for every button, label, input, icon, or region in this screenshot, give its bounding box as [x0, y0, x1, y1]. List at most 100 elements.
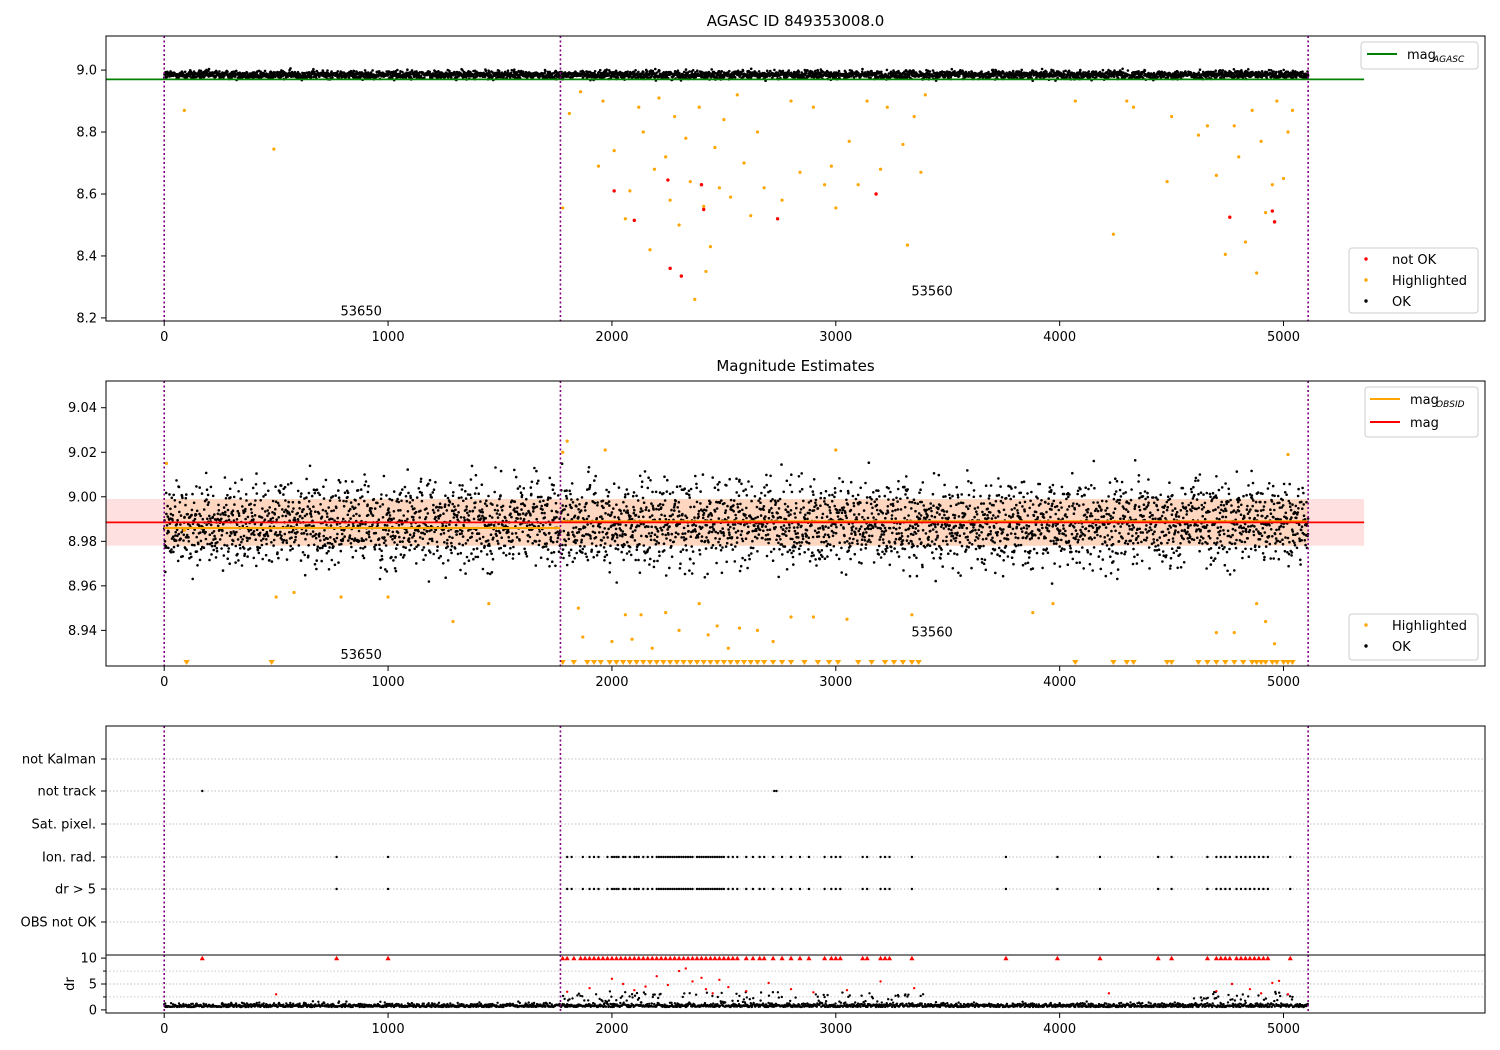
ok-point	[492, 558, 495, 561]
ok-point	[289, 67, 292, 70]
ok-point	[486, 553, 489, 556]
highlighted-point	[677, 223, 680, 226]
ok-point	[479, 500, 482, 503]
ok-point	[442, 524, 445, 527]
ok-point	[255, 565, 258, 568]
ok-point	[474, 492, 477, 495]
ok-point	[259, 499, 262, 502]
highlighted-point	[183, 109, 186, 112]
ok-point	[238, 514, 241, 517]
ok-point	[374, 548, 377, 551]
highlighted-point	[1074, 99, 1077, 102]
ok-point	[226, 532, 229, 535]
ok-point	[456, 530, 459, 533]
ok-point	[236, 523, 239, 526]
highlighted-point	[913, 115, 916, 118]
ok-point	[980, 70, 983, 73]
ok-point	[373, 498, 376, 501]
ok-point	[191, 578, 194, 581]
ok-point	[387, 533, 390, 536]
ok-point	[462, 535, 465, 538]
ok-point	[460, 516, 463, 519]
ok-point	[175, 479, 178, 482]
ok-point	[408, 537, 411, 540]
not-ok-point	[776, 217, 779, 220]
ok-point	[196, 510, 199, 513]
ok-point	[212, 495, 215, 498]
ok-point	[280, 484, 283, 487]
ok-point	[264, 518, 267, 521]
ok-point	[259, 547, 262, 550]
ok-point	[375, 532, 378, 535]
ok-point	[313, 544, 316, 547]
ok-point	[297, 518, 300, 521]
ok-point	[490, 523, 493, 526]
ok-point	[399, 492, 402, 495]
ok-point	[165, 513, 168, 516]
ok-point	[473, 518, 476, 521]
ok-point	[396, 498, 399, 501]
ok-point	[232, 540, 235, 543]
ok-point	[179, 537, 182, 540]
ok-point	[402, 514, 405, 517]
ok-point	[296, 524, 299, 527]
highlighted-point	[780, 199, 783, 202]
ok-point	[397, 501, 400, 504]
ok-point	[219, 513, 222, 516]
ok-point	[543, 72, 546, 75]
ok-point	[814, 70, 817, 73]
ok-point	[480, 550, 483, 553]
highlighted-point	[919, 171, 922, 174]
ok-point	[452, 491, 455, 494]
ok-point	[267, 490, 270, 493]
ok-point	[388, 498, 391, 501]
ok-point	[391, 499, 394, 502]
ok-point	[461, 488, 464, 491]
ok-point	[172, 551, 175, 554]
ok-point	[212, 516, 215, 519]
ok-point	[243, 547, 246, 550]
ok-point	[487, 495, 490, 498]
ok-point	[176, 523, 179, 526]
ok-point	[400, 553, 403, 556]
ok-point	[213, 535, 216, 538]
highlighted-point	[657, 96, 660, 99]
ok-point	[169, 508, 172, 511]
ok-point	[171, 519, 174, 522]
ok-point	[1113, 75, 1116, 78]
ok-point	[332, 545, 335, 548]
ok-point	[384, 539, 387, 542]
ok-point	[298, 501, 301, 504]
ok-point	[240, 478, 243, 481]
ok-point	[338, 479, 341, 482]
ok-point	[239, 544, 242, 547]
ok-point	[285, 515, 288, 518]
ok-point	[461, 484, 464, 487]
ok-point	[390, 556, 393, 559]
ok-point	[225, 504, 228, 507]
ok-point	[348, 537, 351, 540]
ok-point	[423, 546, 426, 549]
ok-point	[434, 516, 437, 519]
ok-point	[326, 552, 329, 555]
ok-point	[330, 70, 333, 73]
ok-point	[721, 70, 724, 73]
ok-point	[446, 542, 449, 545]
ok-point	[322, 509, 325, 512]
ok-point	[692, 69, 695, 72]
ok-point	[280, 548, 283, 551]
highlighted-point	[906, 244, 909, 247]
ok-point	[243, 535, 246, 538]
ok-point	[326, 515, 329, 518]
ok-point	[310, 510, 313, 513]
ok-point	[309, 533, 312, 536]
ok-point	[857, 72, 860, 75]
ok-point	[343, 535, 346, 538]
ok-point	[493, 524, 496, 527]
ok-point	[448, 523, 451, 526]
ok-point	[192, 532, 195, 535]
ok-point	[181, 497, 184, 500]
ok-point	[174, 531, 177, 534]
ok-point	[464, 490, 467, 493]
not-ok-point	[668, 267, 671, 270]
